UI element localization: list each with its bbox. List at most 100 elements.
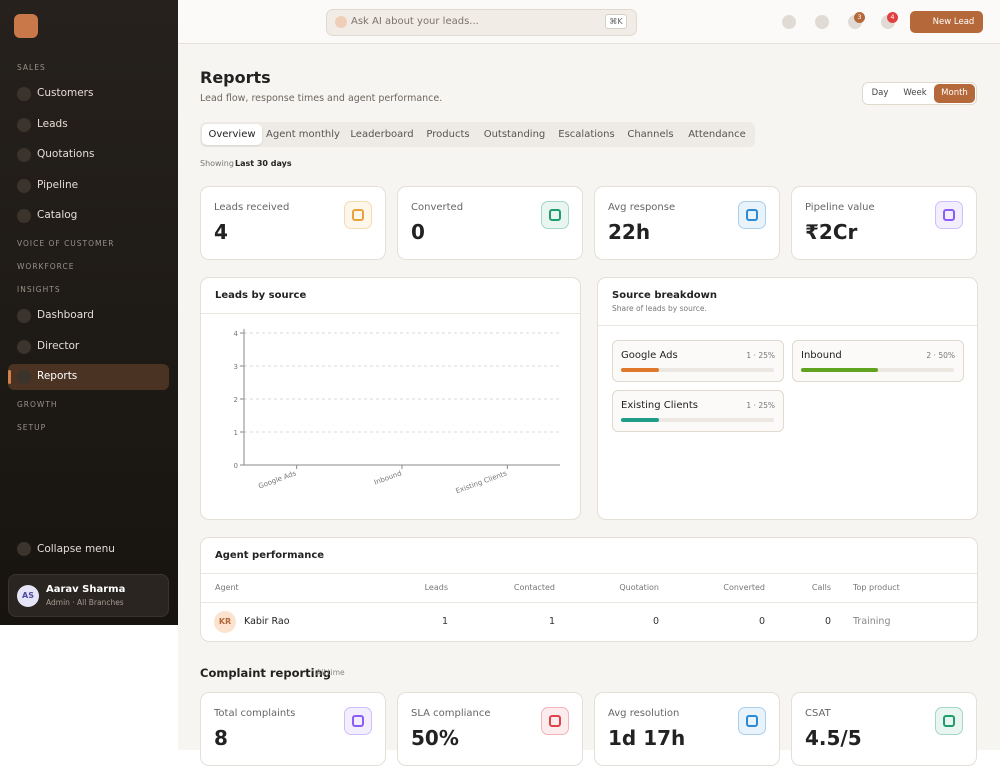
- y-tick-label: 4: [234, 330, 239, 338]
- kpi-label: Converted: [411, 202, 464, 213]
- brand-logo: [14, 14, 38, 38]
- kpi-value: 4: [214, 220, 228, 244]
- kpi-icon-glyph: [943, 209, 955, 221]
- x-tick-label: Existing Clients: [455, 469, 509, 495]
- table-header: Contacted: [513, 583, 555, 592]
- tab[interactable]: Leaderboard: [350, 129, 414, 140]
- table-header: Leads: [424, 583, 448, 592]
- nav-active-bar: [8, 370, 11, 384]
- tab[interactable]: Overview: [202, 124, 262, 145]
- tab[interactable]: Channels: [627, 129, 674, 140]
- showing-prefix: Showing: [200, 159, 234, 168]
- kpi-icon: [541, 201, 569, 229]
- top-icon[interactable]: [815, 15, 829, 29]
- section-label: SETUP: [17, 423, 47, 432]
- table-cell: 1: [441, 616, 448, 627]
- nav-item[interactable]: Leads: [37, 117, 68, 130]
- nav-icon: [17, 209, 31, 223]
- y-tick-label: 3: [234, 363, 238, 371]
- nav-item[interactable]: Dashboard: [37, 309, 94, 321]
- kpi-icon-glyph: [352, 209, 364, 221]
- kpi-icon-glyph: [352, 715, 364, 727]
- kpi-icon-glyph: [549, 209, 561, 221]
- nav-item[interactable]: Reports: [37, 370, 78, 382]
- tab[interactable]: Escalations: [558, 129, 615, 140]
- kpi-label: CSAT: [805, 708, 831, 719]
- tab[interactable]: Outstanding: [483, 129, 546, 140]
- page-title: Reports: [200, 68, 271, 87]
- section-label: INSIGHTS: [17, 285, 61, 294]
- kpi-label: Pipeline value: [805, 202, 875, 213]
- table-header: Agent: [215, 583, 239, 592]
- kpi-icon-glyph: [746, 715, 758, 727]
- kpi-label: Total complaints: [214, 708, 296, 719]
- agent-card: [200, 537, 978, 642]
- kpi-label: Avg resolution: [608, 708, 680, 719]
- source-title: Source breakdown: [612, 290, 717, 301]
- nav-icon: [17, 87, 31, 101]
- search-text: Ask AI about your leads...: [351, 16, 479, 27]
- range-option[interactable]: Month: [934, 84, 975, 103]
- table-cell: Training: [853, 616, 891, 627]
- kpi-icon: [344, 707, 372, 735]
- kpi-value: 1d 17h: [608, 726, 686, 750]
- source-name: Inbound: [801, 350, 842, 361]
- shortcut: ⌘K: [605, 14, 627, 29]
- table-cell: 0: [758, 616, 765, 627]
- top-icon[interactable]: [782, 15, 796, 29]
- tab[interactable]: Agent monthly: [266, 129, 340, 140]
- y-tick-label: 0: [234, 462, 238, 470]
- kpi-value: 8: [214, 726, 228, 750]
- nav-active-bg: [8, 364, 169, 390]
- agent-avatar: KR: [214, 611, 236, 633]
- table-cell: 1: [548, 616, 555, 627]
- kpi-icon: [738, 201, 766, 229]
- range-option[interactable]: Day: [871, 88, 889, 98]
- kpi-value: 22h: [608, 220, 651, 244]
- search-box[interactable]: [326, 9, 637, 36]
- chart: 0 1 2 3 4 Google Ads Inbound Existing Clients: [234, 329, 560, 495]
- table-divider: [201, 573, 977, 574]
- table-header: Top product: [853, 583, 900, 592]
- table-header: Converted: [723, 583, 765, 592]
- kpi-label: Leads received: [214, 202, 290, 213]
- kpi-icon-glyph: [549, 715, 561, 727]
- kpi-card: [791, 186, 977, 260]
- tabs: [200, 122, 755, 147]
- user-name: Aarav Sharma: [46, 584, 126, 595]
- nav-item[interactable]: Customers: [37, 87, 94, 99]
- nav-item[interactable]: Quotations: [37, 148, 95, 160]
- section-label: SALES: [17, 63, 46, 72]
- range-option[interactable]: Week: [903, 88, 927, 98]
- table-header: Calls: [811, 583, 831, 592]
- source-subtitle: Share of leads by source.: [612, 304, 707, 313]
- kpi-card: [594, 186, 780, 260]
- source-label: 2 · 50%: [926, 351, 955, 360]
- new-lead-button[interactable]: New Lead: [910, 11, 983, 33]
- agent-title: Agent performance: [215, 550, 325, 561]
- x-tick-label: Google Ads: [257, 469, 297, 490]
- section-label: VOICE OF CUSTOMER: [17, 239, 115, 248]
- kpi-icon-glyph: [746, 209, 758, 221]
- nav-icon: [17, 309, 31, 323]
- page-subtitle: Lead flow, response times and agent perf…: [200, 93, 443, 104]
- user-role: Admin · All Branches: [46, 598, 124, 607]
- kpi-value: ₹2Cr: [805, 220, 858, 244]
- nav-icon: [17, 178, 31, 193]
- table-cell: 0: [652, 616, 659, 627]
- nav-item[interactable]: Director: [37, 339, 80, 352]
- section-label: WORKFORCE: [17, 262, 75, 271]
- table-cell: Kabir Rao: [244, 616, 290, 627]
- source-item: [612, 340, 784, 382]
- kpi-label: SLA compliance: [411, 708, 491, 719]
- y-tick-label: 1: [234, 429, 238, 437]
- badge: 3: [854, 12, 865, 23]
- tab[interactable]: Attendance: [688, 129, 746, 140]
- table-divider: [201, 602, 977, 603]
- tab[interactable]: Products: [426, 129, 470, 140]
- nav-item[interactable]: Pipeline: [37, 178, 79, 191]
- kpi-card: [397, 186, 583, 260]
- nav-item[interactable]: Catalog: [37, 209, 78, 221]
- collapse-menu[interactable]: Collapse menu: [37, 543, 115, 555]
- x-tick-label: Inbound: [373, 469, 403, 486]
